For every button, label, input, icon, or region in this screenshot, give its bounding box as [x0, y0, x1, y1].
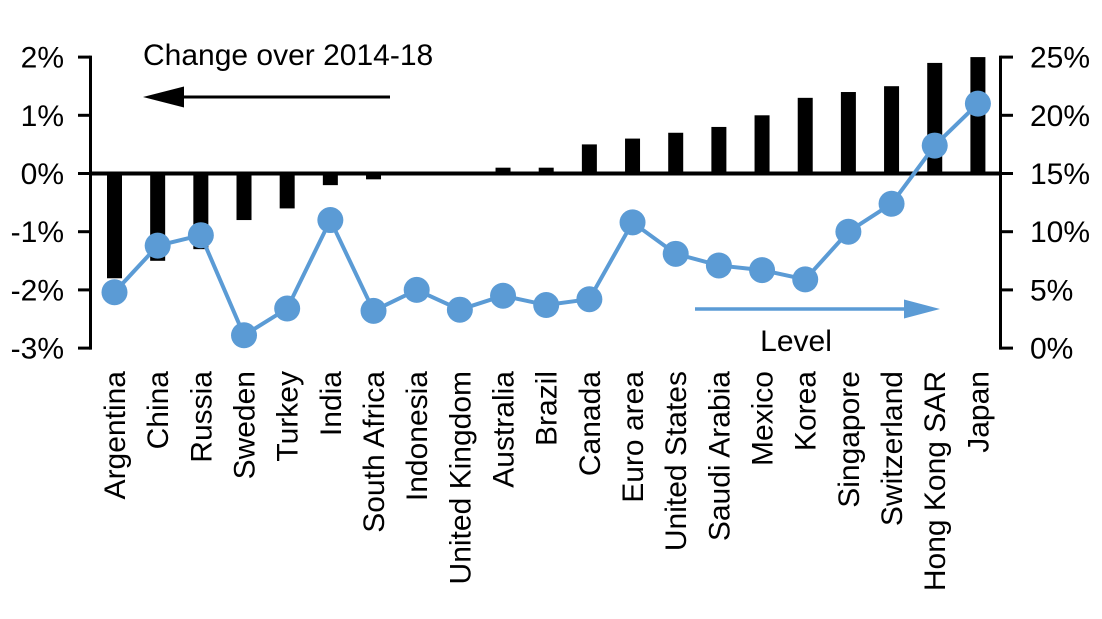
- category-label-turkey: Turkey: [272, 371, 305, 462]
- category-label-euro-area: Euro area: [617, 371, 650, 503]
- bar-saudi-arabia: [711, 126, 727, 174]
- right-axis-tick-label: 20%: [1030, 100, 1090, 133]
- marker-united-states: [662, 240, 689, 267]
- marker-saudi-arabia: [705, 252, 732, 279]
- bar-australia: [495, 167, 511, 174]
- marker-indonesia: [403, 276, 430, 303]
- marker-hong-kong-sar: [921, 132, 948, 159]
- bar-south-africa: [366, 173, 382, 180]
- bar-korea: [797, 97, 813, 174]
- marker-china: [144, 232, 171, 259]
- marker-japan: [964, 90, 991, 117]
- marker-euro-area: [619, 209, 646, 236]
- category-label-sweden: Sweden: [229, 371, 262, 479]
- category-label-china: China: [142, 371, 175, 450]
- category-label-australia: Australia: [488, 371, 521, 488]
- bar-mexico: [754, 115, 770, 174]
- category-label-mexico: Mexico: [747, 371, 780, 466]
- chart-title: Change over 2014-18: [143, 39, 433, 72]
- right-axis-tick-label: 10%: [1030, 216, 1090, 249]
- bar-switzerland: [884, 86, 900, 174]
- marker-argentina: [101, 279, 128, 306]
- left-axis-tick-label: -2%: [11, 274, 64, 307]
- right-arrow-icon: [695, 299, 940, 319]
- category-label-united-states: United States: [660, 371, 693, 551]
- bar-sweden: [236, 173, 252, 221]
- category-label-singapore: Singapore: [833, 371, 866, 508]
- markers-group: [101, 90, 991, 349]
- category-label-united-kingdom: United Kingdom: [444, 371, 477, 584]
- bar-turkey: [279, 173, 295, 209]
- marker-mexico: [749, 257, 776, 284]
- category-label-russia: Russia: [185, 371, 218, 463]
- category-label-south-africa: South Africa: [358, 371, 391, 533]
- category-labels-group: Argentina China Russia Sweden Turkey India Sou…: [99, 371, 995, 591]
- marker-sweden: [231, 322, 258, 349]
- category-label-saudi-arabia: Saudi Arabia: [703, 371, 736, 541]
- category-label-india: India: [315, 371, 348, 436]
- category-label-argentina: Argentina: [99, 371, 132, 500]
- bar-united-states: [668, 132, 684, 174]
- marker-united-kingdom: [446, 296, 473, 323]
- bar-india: [322, 173, 338, 186]
- marker-russia: [187, 222, 214, 249]
- category-label-hong-kong-sar: Hong Kong SAR: [919, 371, 952, 591]
- category-label-indonesia: Indonesia: [401, 371, 434, 501]
- category-label-switzerland: Switzerland: [876, 371, 909, 526]
- left-axis-tick-label: -3%: [11, 333, 64, 366]
- bar-singapore: [840, 92, 856, 174]
- left-axis-tick-label: -1%: [11, 216, 64, 249]
- category-label-japan: Japan: [962, 371, 995, 453]
- bars-group: [107, 57, 986, 279]
- marker-canada: [576, 286, 603, 313]
- category-label-brazil: Brazil: [531, 371, 564, 446]
- marker-turkey: [274, 295, 301, 322]
- right-axis-tick-label: 0%: [1030, 333, 1073, 366]
- right-axis-tick-label: 15%: [1030, 158, 1090, 191]
- bar-argentina: [107, 173, 122, 279]
- left-axis-tick-label: 0%: [21, 158, 64, 191]
- left-axis-tick-label: 1%: [21, 100, 64, 133]
- right-axis-tick-label: 25%: [1030, 42, 1090, 75]
- marker-australia: [490, 282, 517, 309]
- marker-singapore: [835, 218, 862, 245]
- category-label-korea: Korea: [790, 371, 823, 451]
- left-arrow-icon: [143, 86, 390, 108]
- left-axis-tick-labels: 2% 1% 0% -1% -2% -3%: [11, 42, 64, 366]
- bar-euro-area: [625, 138, 641, 174]
- marker-india: [317, 207, 344, 234]
- marker-korea: [792, 266, 819, 293]
- right-axis-tick-label: 5%: [1030, 274, 1073, 307]
- right-axis-tick-labels: 25% 20% 15% 10% 5% 0%: [1030, 42, 1090, 366]
- bar-canada: [581, 144, 597, 174]
- marker-switzerland: [878, 190, 905, 217]
- level-annotation: Level: [760, 325, 832, 358]
- left-axis-tick-label: 2%: [21, 42, 64, 75]
- bar-brazil: [538, 167, 554, 174]
- marker-brazil: [533, 292, 560, 319]
- marker-south-africa: [360, 297, 387, 324]
- category-label-canada: Canada: [574, 371, 607, 476]
